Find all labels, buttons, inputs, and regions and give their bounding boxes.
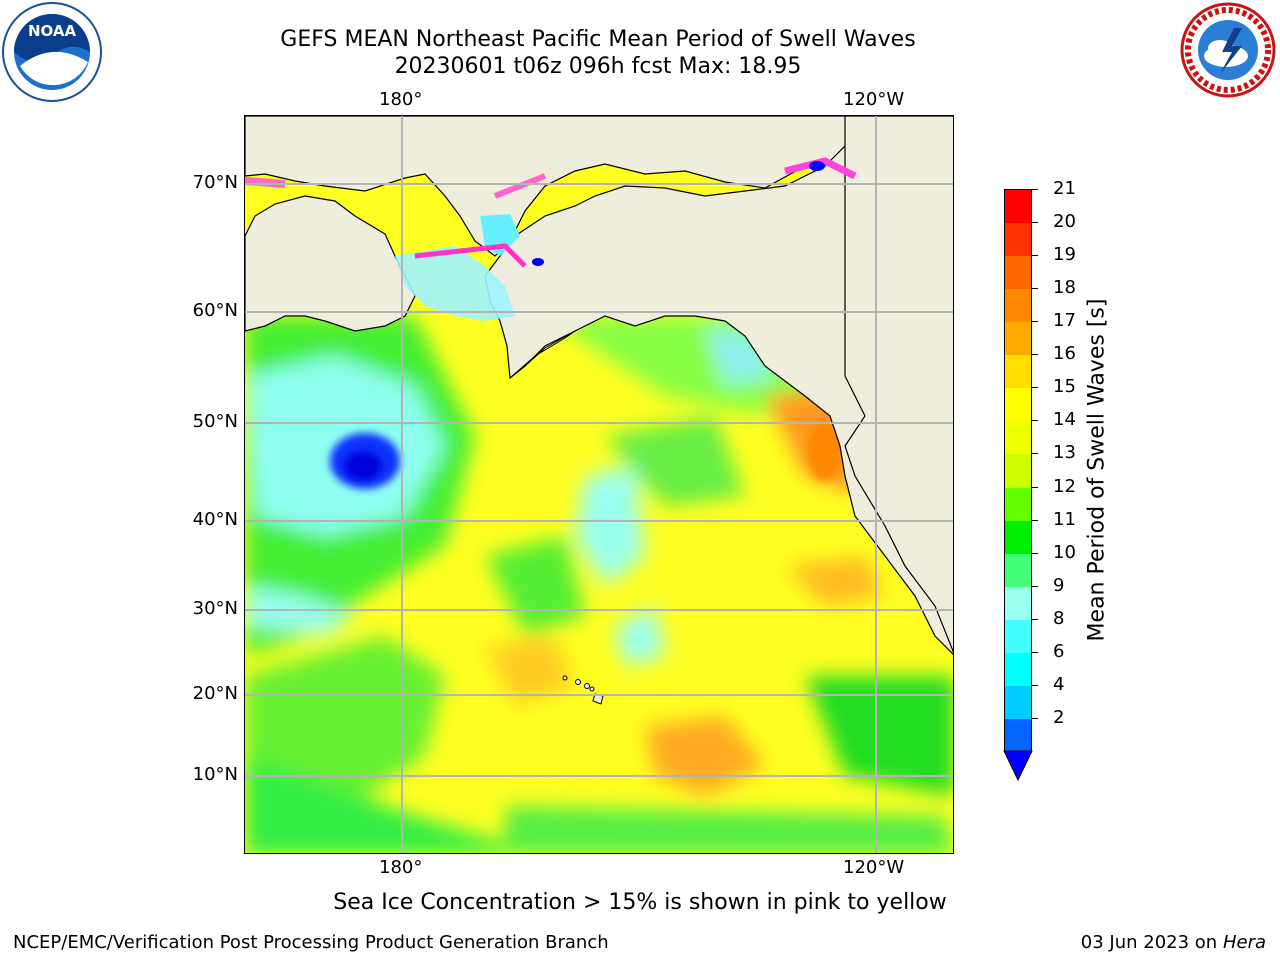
colorbar-tick-mark — [1032, 453, 1038, 455]
sea-ice-note: Sea Ice Concentration > 15% is shown in … — [333, 890, 947, 915]
chart-subtitle: 20230601 t06z 096h fcst Max: 18.95 — [394, 54, 802, 79]
colorbar-tick-label: 4 — [1053, 673, 1065, 695]
colorbar-tick-mark — [1032, 189, 1038, 190]
lat-label-30n: 30°N — [192, 598, 238, 619]
colorbar-tick-label: 8 — [1053, 607, 1065, 629]
colorbar-tick-mark — [1032, 552, 1038, 554]
map-gridlines — [245, 116, 953, 853]
colorbar-tick-mark — [1032, 255, 1038, 257]
footer-date: 03 Jun 2023 on — [1080, 932, 1218, 953]
lat-label-70n: 70°N — [192, 172, 238, 193]
colorbar-tick-label: 6 — [1053, 640, 1065, 662]
lon-label-top-120w: 120°W — [843, 89, 905, 110]
colorbar-segment — [1005, 487, 1031, 522]
colorbar-segment — [1005, 190, 1031, 224]
colorbar-tick-mark — [1032, 684, 1038, 686]
colorbar-tick-label: 11 — [1053, 508, 1076, 530]
colorbar-tick-mark — [1032, 354, 1038, 356]
colorbar-segment — [1005, 454, 1031, 489]
colorbar-segment — [1005, 520, 1031, 555]
lat-label-20n: 20°N — [192, 683, 238, 704]
lat-label-60n: 60°N — [192, 300, 238, 321]
colorbar-tick-mark — [1032, 288, 1038, 290]
colorbar-segment — [1005, 685, 1031, 720]
colorbar-tick-label: 14 — [1053, 409, 1076, 431]
footer-right: 03 Jun 2023 on Hera — [1081, 932, 1266, 953]
colorbar-segment — [1005, 619, 1031, 654]
colorbar-tick-label: 12 — [1053, 475, 1076, 497]
nws-logo — [1176, 0, 1280, 100]
colorbar-tick-mark — [1032, 420, 1038, 422]
colorbar-tick-label: 2 — [1053, 706, 1065, 728]
colorbar-segment — [1005, 586, 1031, 621]
colorbar-segment — [1005, 289, 1031, 323]
colorbar-tick-mark — [1032, 651, 1038, 653]
colorbar-segment — [1005, 355, 1031, 389]
colorbar-tick-mark — [1032, 222, 1038, 224]
colorbar-tick-label: 18 — [1053, 277, 1076, 299]
colorbar-tick-label: 15 — [1053, 376, 1076, 398]
colorbar-tick-label: 9 — [1053, 574, 1065, 596]
lon-label-top-180: 180° — [379, 89, 423, 110]
colorbar-segment — [1005, 553, 1031, 588]
colorbar-tick-mark — [1032, 387, 1038, 389]
colorbar-tick-label: 19 — [1053, 244, 1076, 266]
colorbar-extend-arrow — [1003, 750, 1033, 782]
lon-label-bottom-120w: 120°W — [843, 857, 905, 878]
lat-label-10n: 10°N — [192, 764, 238, 785]
colorbar-tick-label: 20 — [1053, 211, 1076, 233]
colorbar-segment — [1005, 322, 1031, 356]
map-panel — [244, 115, 954, 854]
colorbar-tick-label: 10 — [1053, 541, 1076, 563]
colorbar-tick-mark — [1032, 519, 1038, 521]
colorbar-tick-mark — [1032, 486, 1038, 488]
colorbar-label: Mean Period of Swell Waves [s] — [1084, 298, 1110, 642]
map-canvas — [245, 116, 953, 853]
colorbar-tick-mark — [1032, 618, 1038, 620]
swell-cores — [330, 421, 843, 489]
colorbar-segment — [1005, 388, 1031, 422]
svg-text:NOAA: NOAA — [28, 22, 77, 40]
lat-label-50n: 50°N — [192, 411, 238, 432]
chart-title: GEFS MEAN Northeast Pacific Mean Period … — [280, 27, 916, 52]
lat-label-40n: 40°N — [192, 509, 238, 530]
colorbar-tick-label: 17 — [1053, 310, 1076, 332]
colorbar — [1004, 189, 1032, 753]
footer-host: Hera — [1222, 932, 1266, 953]
colorbar-tick-mark — [1032, 321, 1038, 323]
colorbar-segment — [1005, 652, 1031, 687]
colorbar-tick-label: 21 — [1053, 178, 1076, 199]
colorbar-segment — [1005, 718, 1031, 753]
colorbar-segment — [1005, 421, 1031, 456]
colorbar-tick-label: 16 — [1053, 343, 1076, 365]
lon-label-bottom-180: 180° — [379, 857, 423, 878]
footer-left: NCEP/EMC/Verification Post Processing Pr… — [13, 932, 609, 953]
colorbar-tick-label: 13 — [1053, 442, 1076, 464]
colorbar-tick-mark — [1032, 585, 1038, 587]
colorbar-segment — [1005, 256, 1031, 290]
colorbar-tick-mark — [1032, 717, 1038, 719]
colorbar-segment — [1005, 223, 1031, 257]
noaa-logo: NOAA — [0, 0, 104, 104]
